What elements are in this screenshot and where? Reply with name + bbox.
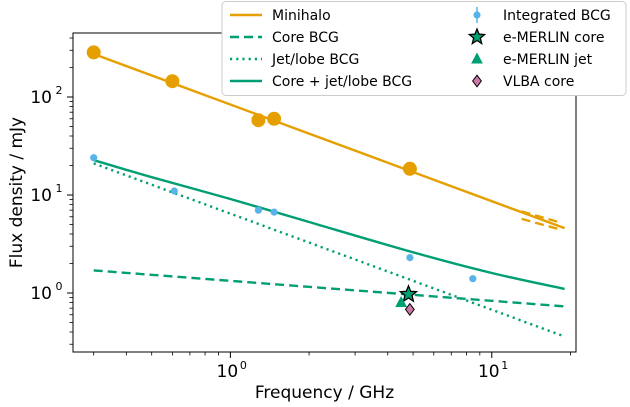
x-axis-label: Frequency / GHz bbox=[255, 383, 394, 403]
integrated-bcg-point-1 bbox=[170, 187, 178, 195]
minihalo-line-1 bbox=[521, 210, 559, 224]
minihalo-point-2 bbox=[251, 113, 266, 128]
x-tick-label-1: 10 bbox=[478, 362, 500, 382]
legend-label-jet-lobe-bcg: Jet/lobe BCG bbox=[271, 52, 359, 68]
legend-label-core-jet-lobe-bcg: Core + jet/lobe BCG bbox=[272, 74, 412, 90]
legend-label-e-merlin-core: e-MERLIN core bbox=[503, 30, 605, 46]
legend: Minihalo Core BCG Jet/lobe BCG Core + jet/l… bbox=[221, 1, 627, 96]
integrated-bcg-point-4 bbox=[406, 254, 414, 262]
plot-data bbox=[86, 45, 566, 338]
y-tick-label-1: 10 bbox=[30, 186, 52, 206]
e-merlin-jet-marker-0 bbox=[395, 295, 407, 308]
axis-ticks: 10 0 10 110 010 110 2 bbox=[30, 37, 571, 382]
legend-label-e-merlin-jet: e-MERLIN jet bbox=[503, 52, 593, 68]
legend-swatch-e-merlin-jet bbox=[471, 52, 483, 64]
minihalo-point-4 bbox=[402, 161, 417, 176]
y-tick-label-2: 10 bbox=[30, 88, 52, 108]
integrated-bcg-point-2 bbox=[254, 206, 262, 214]
minihalo-line-2 bbox=[521, 217, 559, 231]
vlba-core-marker-0 bbox=[404, 302, 415, 317]
legend-swatch-e-merlin-core bbox=[467, 27, 487, 45]
x-tick-exp-0: 0 bbox=[240, 359, 247, 372]
minihalo-point-3 bbox=[267, 111, 282, 126]
legend-label-core-bcg: Core BCG bbox=[272, 30, 339, 46]
legend-label-minihalo: Minihalo bbox=[272, 8, 331, 24]
jet-lobe-bcg-line-5 bbox=[93, 162, 566, 338]
core-jet-lobe-bcg-line-6 bbox=[93, 158, 565, 291]
legend-box bbox=[221, 1, 627, 96]
minihalo-point-0 bbox=[86, 45, 101, 60]
y-tick-exp-1: 1 bbox=[56, 182, 63, 195]
minihalo-point-1 bbox=[165, 74, 180, 89]
y-tick-label-0: 10 bbox=[30, 284, 52, 304]
y-tick-exp-2: 2 bbox=[56, 84, 63, 97]
legend-label-integrated-bcg: Integrated BCG bbox=[503, 8, 611, 24]
x-tick-exp-1: 1 bbox=[501, 359, 508, 372]
legend-swatch-integrated-bcg bbox=[473, 11, 481, 19]
legend-swatch-vlba-core bbox=[472, 74, 482, 88]
integrated-bcg-point-0 bbox=[90, 154, 98, 162]
core-bcg-line-4 bbox=[93, 269, 565, 308]
integrated-bcg-point-3 bbox=[270, 208, 278, 216]
legend-label-vlba-core: VLBA core bbox=[503, 74, 574, 90]
y-tick-exp-0: 0 bbox=[56, 280, 63, 293]
x-tick-label-0: 10 bbox=[217, 362, 239, 382]
integrated-bcg-point-5 bbox=[469, 275, 477, 283]
y-axis-label: Flux density / mJy bbox=[7, 117, 27, 268]
e-merlin-core-marker-0 bbox=[398, 284, 419, 303]
